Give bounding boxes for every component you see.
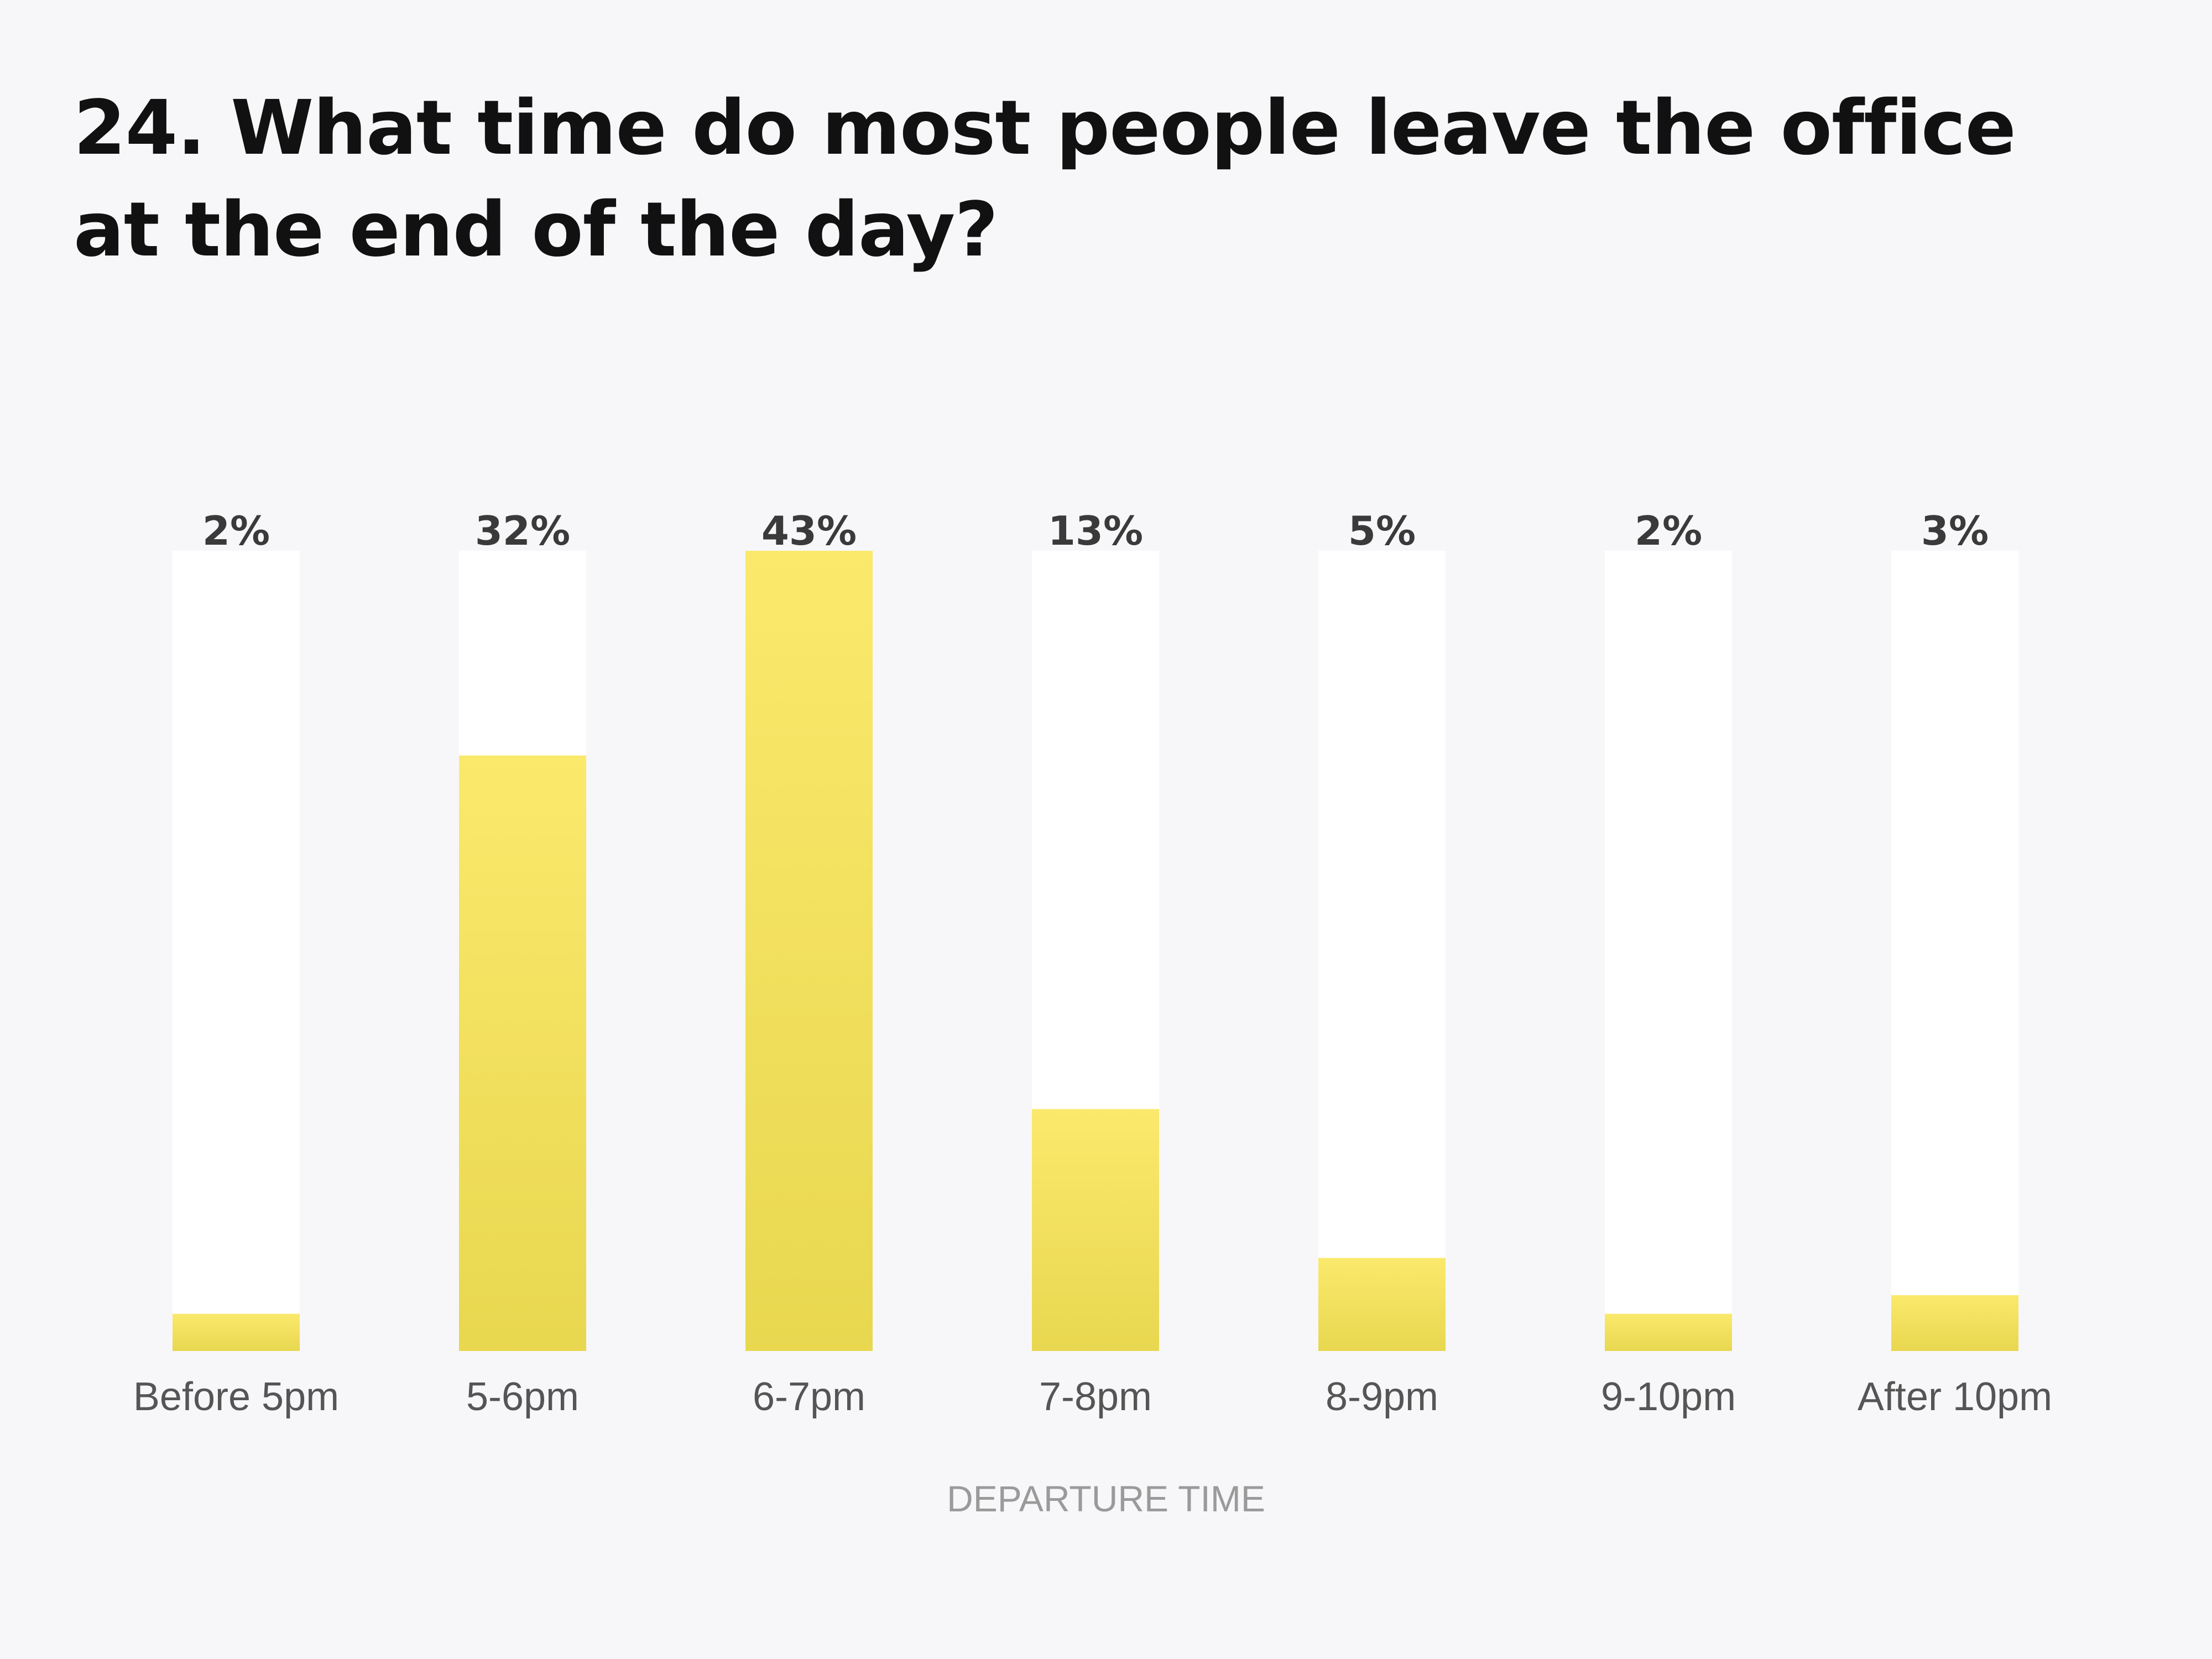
- category-tick-label: 8-9pm: [1326, 1375, 1438, 1419]
- bar-track: [1318, 551, 1446, 1351]
- bar: [1891, 1295, 2018, 1351]
- bar-value-label: 32%: [475, 508, 570, 554]
- category-tick-label: 5-6pm: [466, 1375, 579, 1419]
- x-axis-label: DEPARTURE TIME: [947, 1478, 1265, 1519]
- bar: [745, 551, 873, 1351]
- bar-track: [1891, 551, 2018, 1351]
- category-tick-label: 7-8pm: [1039, 1375, 1152, 1419]
- category-tick-label: After 10pm: [1858, 1375, 2052, 1419]
- bar: [173, 1313, 300, 1351]
- category-tick-label: 9-10pm: [1601, 1375, 1736, 1419]
- bar-value-label: 3%: [1921, 508, 1989, 554]
- bar-value-label: 2%: [202, 508, 270, 554]
- bar-value-label: 2%: [1635, 508, 1702, 554]
- bar: [1318, 1258, 1446, 1351]
- bar: [1605, 1313, 1732, 1351]
- bar-track: [173, 551, 300, 1351]
- bar: [1032, 1109, 1159, 1351]
- chart-title: 24. What time do most people leave the o…: [74, 85, 2016, 274]
- category-tick-label: 6-7pm: [753, 1375, 865, 1419]
- bar-value-label: 5%: [1348, 508, 1416, 554]
- bar-value-label: 43%: [761, 508, 857, 554]
- bar: [459, 755, 586, 1351]
- category-tick-label: Before 5pm: [133, 1375, 339, 1419]
- bar-track: [1605, 551, 1732, 1351]
- bar-value-label: 13%: [1048, 508, 1143, 554]
